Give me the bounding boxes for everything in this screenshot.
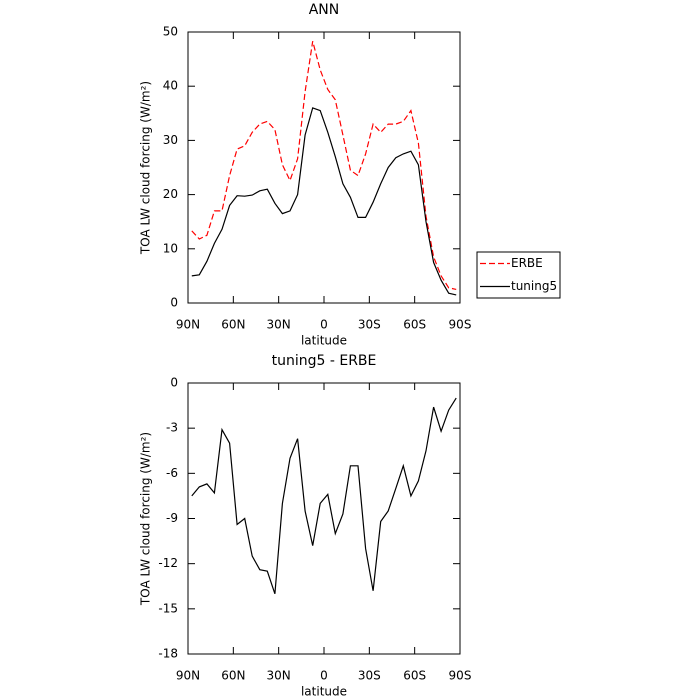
y-axis-label: TOA LW cloud forcing (W/m²) (139, 432, 153, 606)
y-tick-label: 10 (163, 241, 178, 255)
x-tick-label: 60S (403, 318, 426, 332)
x-tick-label: 60N (221, 318, 245, 332)
y-tick-label: 30 (163, 133, 178, 147)
x-axis-label: latitude (301, 685, 347, 699)
y-tick-label: -9 (166, 511, 178, 525)
x-tick-label: 60N (221, 669, 245, 683)
legend-label: tuning5 (511, 279, 557, 293)
series-line (191, 397, 457, 594)
plot-frame (187, 382, 461, 655)
y-axis-label: TOA LW cloud forcing (W/m²) (139, 81, 153, 255)
series-line (191, 41, 457, 290)
y-tick-label: -6 (166, 466, 178, 480)
x-tick-label: 90N (176, 318, 200, 332)
y-tick-label: 20 (163, 187, 178, 201)
y-tick-label: 50 (163, 25, 178, 39)
y-tick-label: 40 (163, 79, 178, 93)
legend-box (476, 251, 561, 299)
y-tick-label: -3 (166, 421, 178, 435)
y-tick-label: -12 (158, 556, 178, 570)
chart-title: tuning5 - ERBE (272, 353, 377, 369)
x-tick-label: 30S (358, 318, 381, 332)
x-tick-label: 0 (320, 669, 328, 683)
y-tick-label: 0 (170, 376, 178, 390)
x-axis-label: latitude (301, 334, 347, 348)
x-tick-label: 30S (358, 669, 381, 683)
x-tick-label: 0 (320, 318, 328, 332)
x-tick-label: 90S (449, 318, 472, 332)
y-tick-label: 0 (170, 296, 178, 310)
y-tick-label: -18 (158, 647, 178, 661)
x-tick-label: 60S (403, 669, 426, 683)
y-tick-label: -15 (158, 601, 178, 615)
series-line (191, 107, 457, 296)
legend-label: ERBE (511, 256, 543, 270)
x-tick-label: 30N (267, 669, 291, 683)
x-tick-label: 30N (267, 318, 291, 332)
x-tick-label: 90S (449, 669, 472, 683)
x-tick-label: 90N (176, 669, 200, 683)
chart-title: ANN (309, 2, 340, 18)
